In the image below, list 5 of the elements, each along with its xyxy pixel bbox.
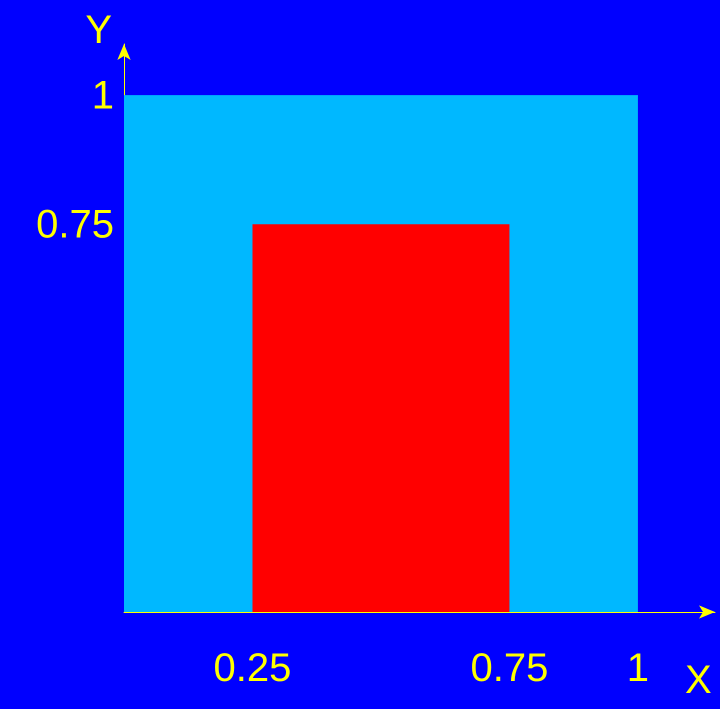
y-axis-title: Y [85, 8, 112, 52]
x-tick-label: 0.75 [470, 646, 548, 690]
x-tick-label: 0.25 [214, 646, 292, 690]
x-axis-title: X [685, 658, 712, 702]
x-tick-label: 1 [626, 646, 650, 690]
